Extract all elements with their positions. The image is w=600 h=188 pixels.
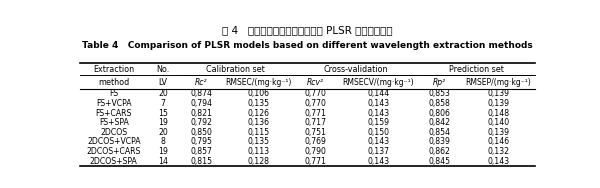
Text: 0,795: 0,795	[190, 137, 212, 146]
Text: 0,143: 0,143	[367, 157, 389, 166]
Text: FS+CARS: FS+CARS	[95, 109, 132, 118]
Text: 0,140: 0,140	[487, 118, 509, 127]
Text: 0,126: 0,126	[247, 109, 269, 118]
Text: FS+SPA: FS+SPA	[99, 118, 128, 127]
Text: 0,839: 0,839	[429, 137, 451, 146]
Text: 0,792: 0,792	[190, 118, 212, 127]
Text: 0,132: 0,132	[488, 147, 509, 156]
Text: 0,137: 0,137	[367, 147, 389, 156]
Text: 0,717: 0,717	[305, 118, 326, 127]
Text: 0,874: 0,874	[190, 89, 212, 99]
Text: 20: 20	[158, 89, 168, 99]
Text: 0,794: 0,794	[190, 99, 212, 108]
Text: 0,143: 0,143	[367, 99, 389, 108]
Text: 15: 15	[158, 109, 168, 118]
Text: 2DCOS+VCPA: 2DCOS+VCPA	[87, 137, 140, 146]
Text: 表 4   不同波长选取方法所建立的 PLSR 模型效果对比: 表 4 不同波长选取方法所建立的 PLSR 模型效果对比	[222, 25, 393, 35]
Text: 2DCOS+SPA: 2DCOS+SPA	[90, 157, 137, 166]
Text: Prediction set: Prediction set	[449, 65, 504, 74]
Text: RMSEP/(mg·kg⁻¹): RMSEP/(mg·kg⁻¹)	[466, 78, 532, 87]
Text: 0,771: 0,771	[305, 157, 326, 166]
Text: Calibration set: Calibration set	[206, 65, 265, 74]
Text: 0,135: 0,135	[247, 99, 269, 108]
Text: 0,146: 0,146	[487, 137, 509, 146]
Text: Rc²: Rc²	[195, 78, 208, 87]
Text: method: method	[98, 78, 130, 87]
Text: 0,858: 0,858	[429, 99, 451, 108]
Text: No.: No.	[156, 65, 170, 74]
Text: LV: LV	[158, 78, 167, 87]
Text: 0,815: 0,815	[190, 157, 212, 166]
Text: 0,842: 0,842	[429, 118, 451, 127]
Text: 2DCOS+CARS: 2DCOS+CARS	[86, 147, 141, 156]
Text: 0,770: 0,770	[305, 99, 326, 108]
Text: Table 4   Comparison of PLSR models based on different wavelength extraction met: Table 4 Comparison of PLSR models based …	[82, 41, 533, 50]
Text: 0,143: 0,143	[487, 157, 509, 166]
Text: 0,853: 0,853	[429, 89, 451, 99]
Text: 0,790: 0,790	[305, 147, 326, 156]
Text: 0,769: 0,769	[305, 137, 326, 146]
Text: 0,854: 0,854	[429, 128, 451, 137]
Text: 0,135: 0,135	[247, 137, 269, 146]
Text: 0,770: 0,770	[305, 89, 326, 99]
Text: 0,821: 0,821	[190, 109, 212, 118]
Text: 0,139: 0,139	[488, 89, 509, 99]
Text: 0,128: 0,128	[247, 157, 269, 166]
Text: 0,148: 0,148	[487, 109, 509, 118]
Text: 14: 14	[158, 157, 168, 166]
Text: Cross-validation: Cross-validation	[323, 65, 388, 74]
Text: 8: 8	[160, 137, 166, 146]
Text: Extraction: Extraction	[93, 65, 134, 74]
Text: 0,139: 0,139	[488, 128, 509, 137]
Text: Rcv²: Rcv²	[307, 78, 324, 87]
Text: FS: FS	[109, 89, 118, 99]
Text: 2DCOS: 2DCOS	[100, 128, 127, 137]
Text: 0,136: 0,136	[247, 118, 269, 127]
Text: 19: 19	[158, 147, 168, 156]
Text: 0,143: 0,143	[367, 137, 389, 146]
Text: 20: 20	[158, 128, 168, 137]
Text: 0,113: 0,113	[247, 147, 269, 156]
Text: RMSEC/(mg·kg⁻¹): RMSEC/(mg·kg⁻¹)	[225, 78, 292, 87]
Text: 0,862: 0,862	[429, 147, 451, 156]
Text: 0,139: 0,139	[488, 99, 509, 108]
Text: 0,159: 0,159	[367, 118, 389, 127]
Text: 0,806: 0,806	[429, 109, 451, 118]
Text: 0,845: 0,845	[429, 157, 451, 166]
Text: Rp²: Rp²	[433, 78, 446, 87]
Text: 0,850: 0,850	[190, 128, 212, 137]
Text: 0,143: 0,143	[367, 109, 389, 118]
Text: FS+VCPA: FS+VCPA	[96, 99, 131, 108]
Text: 0,751: 0,751	[305, 128, 326, 137]
Text: 19: 19	[158, 118, 168, 127]
Text: 0,771: 0,771	[305, 109, 326, 118]
Text: 0,106: 0,106	[247, 89, 269, 99]
Text: 0,150: 0,150	[367, 128, 389, 137]
Text: RMSECV/(mg·kg⁻¹): RMSECV/(mg·kg⁻¹)	[343, 78, 414, 87]
Text: 0,144: 0,144	[367, 89, 389, 99]
Text: 0,115: 0,115	[247, 128, 269, 137]
Text: 7: 7	[160, 99, 166, 108]
Text: 0,857: 0,857	[190, 147, 212, 156]
